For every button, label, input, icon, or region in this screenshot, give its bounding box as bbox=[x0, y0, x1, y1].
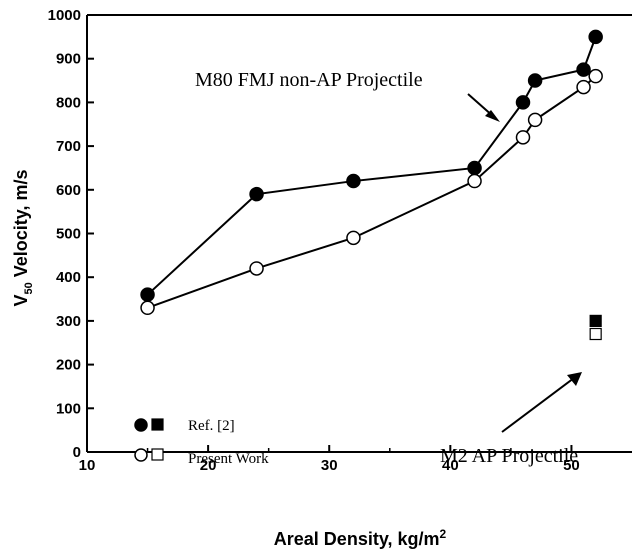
y-tick-label: 200 bbox=[56, 357, 81, 374]
present-work-circle-marker bbox=[346, 230, 361, 246]
y-axis-ticks: 0 100 200 300 400 500 600 700 800 900 1000 bbox=[48, 7, 94, 461]
ref2-circle-marker bbox=[588, 29, 603, 45]
y-tick-label: 900 bbox=[56, 51, 81, 68]
ref2-circle-marker bbox=[249, 186, 264, 202]
ref2-circle-marker bbox=[527, 73, 543, 88]
ref2-circle-marker bbox=[515, 95, 531, 110]
ref2-circle-marker bbox=[576, 62, 591, 77]
y-tick-label: 700 bbox=[56, 138, 81, 155]
x-tick-label: 10 bbox=[79, 457, 96, 474]
y-tick-label: 300 bbox=[56, 313, 81, 330]
series-markers bbox=[140, 29, 603, 341]
y-tick-label: 600 bbox=[56, 182, 81, 199]
x-tick-label: 50 bbox=[563, 457, 580, 474]
y-tick-label: 0 bbox=[73, 444, 81, 461]
present-work-circle-marker bbox=[588, 68, 603, 84]
series-lines bbox=[146, 36, 597, 309]
x-tick-label: 40 bbox=[442, 457, 459, 474]
present-work-circle-marker bbox=[249, 261, 264, 276]
legend: Ref. [2] Present Work bbox=[134, 418, 269, 467]
y-tick-label: 500 bbox=[56, 226, 81, 243]
annotation-m2: M2 AP Projectile bbox=[440, 445, 578, 467]
x-axis-ticks: 10 20 30 40 50 bbox=[79, 445, 580, 474]
ref2-circle-marker bbox=[467, 160, 482, 176]
legend-present-square-marker bbox=[151, 448, 164, 461]
present-work-circle-marker bbox=[140, 300, 155, 316]
ref2-square-marker bbox=[589, 314, 602, 327]
legend-ref2-circle-marker bbox=[134, 418, 148, 432]
series-line-ref2 bbox=[146, 36, 597, 296]
annotation-m2-arrow bbox=[501, 377, 575, 433]
ref2-circle-marker bbox=[140, 287, 155, 302]
y-tick-label: 800 bbox=[56, 94, 81, 111]
y-tick-label: 400 bbox=[56, 269, 81, 286]
x-tick-label: 30 bbox=[321, 457, 338, 474]
y-axis-title: V50 Velocity, m/s bbox=[11, 170, 35, 307]
legend-ref2-label: Ref. [2] bbox=[188, 418, 235, 434]
present-work-circle-marker bbox=[576, 79, 591, 95]
y-tick-label: 100 bbox=[56, 400, 81, 417]
annotation-m2-arrowhead bbox=[567, 372, 582, 386]
legend-present-circle-marker bbox=[134, 448, 148, 462]
present-work-circle-marker bbox=[467, 173, 482, 189]
y-tick-label: 1000 bbox=[48, 7, 81, 24]
series-line-present-work bbox=[147, 75, 597, 309]
x-tick-label: 20 bbox=[200, 457, 217, 474]
x-axis-title: Areal Density, kg/m2 bbox=[274, 527, 447, 549]
annotation-m80: M80 FMJ non-AP Projectile bbox=[195, 69, 423, 91]
legend-ref2-square-marker bbox=[151, 418, 164, 431]
present-work-circle-marker bbox=[527, 112, 543, 128]
legend-present-label: Present Work bbox=[188, 451, 269, 467]
ref2-circle-marker bbox=[346, 173, 361, 189]
annotation-m80-arrowhead bbox=[485, 110, 500, 122]
present-work-square-marker bbox=[589, 327, 602, 341]
present-work-circle-marker bbox=[515, 130, 531, 145]
